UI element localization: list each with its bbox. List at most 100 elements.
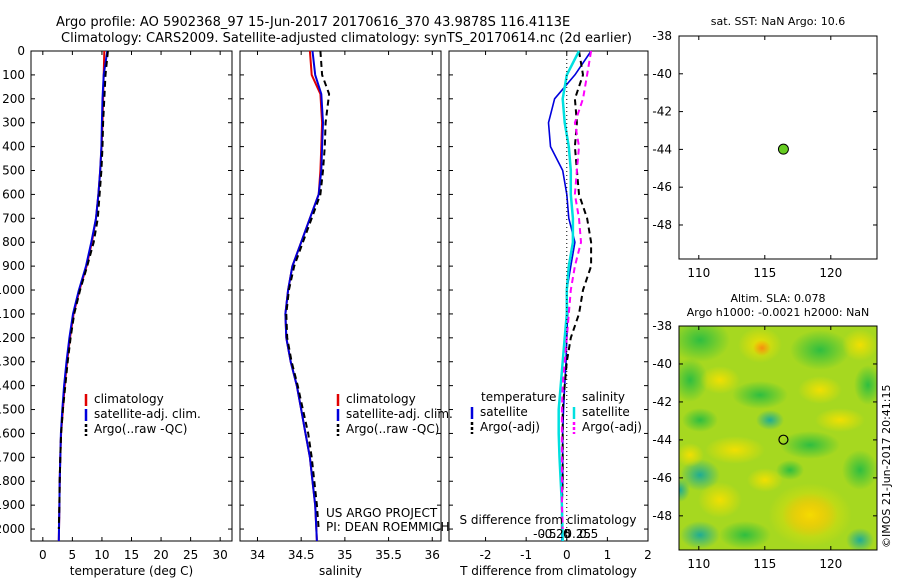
depth-tick-label: 400 [2, 140, 25, 154]
temperature-panel: 0100200300400500600700800900100011001200… [0, 44, 233, 578]
legend-title-temperature: temperature [481, 390, 556, 404]
x-tick-label: 30 [213, 548, 228, 562]
depth-tick-label: 1600 [0, 426, 25, 440]
map-title: sat. SST: NaN Argo: 10.6 [711, 15, 845, 28]
plot-frame [678, 35, 878, 260]
heatmap-blob [815, 408, 865, 432]
depth-tick-label: 600 [2, 187, 25, 201]
x-tick-label: 110 [687, 557, 710, 571]
heatmap-blob [798, 376, 842, 404]
x-tick-label: 1 [604, 548, 612, 562]
depth-tick-label: 800 [2, 235, 25, 249]
legend-label: Argo(..raw -QC) [346, 422, 439, 436]
series-line [57, 50, 106, 542]
legend-label: Argo(-adj) [582, 420, 642, 434]
depth-tick-label: 300 [2, 116, 25, 130]
series-line [285, 50, 331, 530]
depth-tick-label: 1400 [0, 379, 25, 393]
x-tick-label: 34 [250, 548, 265, 562]
heatmap-blob [732, 381, 788, 409]
sla-map-panel: 110 115 120 -38 -40 -42 -44 -46 -48 Altim. SLA: 0… [652, 292, 878, 571]
x-tick-label: 0 [563, 548, 571, 562]
plot-frame [239, 50, 442, 542]
heatmap-blob [719, 521, 771, 549]
x-tick-label: 25 [183, 548, 198, 562]
depth-tick-label: 200 [2, 92, 25, 106]
x-tick-label: 36 [425, 548, 440, 562]
map-title-line-1: Altim. SLA: 0.078 [730, 292, 825, 305]
depth-tick-label: 1200 [0, 331, 25, 345]
x-tick-label: 115 [753, 557, 776, 571]
y-tick-label: -44 [652, 433, 672, 447]
heatmap-blob [679, 358, 708, 402]
x-tick-label: 120 [819, 266, 842, 280]
heatmap-blob [854, 365, 877, 405]
x-tick-label: 5 [69, 548, 77, 562]
series-line [57, 50, 109, 542]
imos-stamp: ©IMOS 21-Jun-2017 20:41:15 [880, 384, 893, 548]
depth-tick-label: 1700 [0, 450, 25, 464]
heatmap-blob [705, 436, 765, 464]
x-tick-label: 115 [753, 266, 776, 280]
x-tick-label: 10 [94, 548, 109, 562]
plot-frame [448, 50, 649, 542]
depth-tick-label: 900 [2, 259, 25, 273]
header-line-2: Climatology: CARS2009. Satellite-adjuste… [61, 31, 632, 46]
legend-label: Argo(-adj) [480, 420, 540, 434]
x-tick-label: 35.5 [375, 548, 402, 562]
difference-panel: -2 -1 0 1 2 T difference from climatology -0.5… [448, 50, 652, 578]
heatmap-blob [700, 366, 740, 394]
heatmap-blob [679, 478, 690, 502]
legend-label: satellite [480, 405, 528, 419]
series-line [547, 50, 592, 541]
x-tick-label: -1 [520, 548, 532, 562]
heatmap-field [679, 326, 877, 550]
x-tick-label: -2 [480, 548, 492, 562]
legend-title-salinity: salinity [582, 390, 625, 404]
x-axis-label: T difference from climatology [459, 564, 637, 578]
x-tick-label: 15 [124, 548, 139, 562]
depth-tick-label: 500 [2, 164, 25, 178]
top-x-tick-label: -0.25 [540, 527, 571, 541]
legend-label: climatology [94, 392, 164, 406]
heatmap-blob [682, 408, 718, 432]
map-title-line-2: Argo h1000: -0.0021 h2000: NaN [687, 306, 870, 319]
top-x-tick-label: 0 [563, 527, 571, 541]
depth-tick-label: 1800 [0, 474, 25, 488]
salinity-panel: 34 34.5 35 35.5 36 salinity climatologysatelli… [239, 50, 453, 578]
heatmap-blob [756, 410, 784, 430]
series-line [557, 50, 581, 542]
legend-label: satellite-adj. clim. [94, 407, 201, 421]
depth-tick-label: 700 [2, 211, 25, 225]
heatmap-blob [768, 483, 852, 547]
x-tick-label: 120 [819, 557, 842, 571]
annotation-project: US ARGO PROJECT [326, 506, 438, 520]
y-tick-label: -46 [652, 471, 672, 485]
heatmap-blob [680, 521, 720, 549]
header-line-1: Argo profile: AO 5902368_97 15-Jun-2017 … [56, 15, 570, 30]
legend-label: satellite [582, 405, 630, 419]
plot-frame [678, 325, 878, 551]
x-tick-label: 110 [687, 266, 710, 280]
legend-label: climatology [346, 392, 416, 406]
heatmap-blob [679, 443, 704, 467]
legend-label: satellite-adj. clim. [346, 407, 453, 421]
depth-tick-label: 100 [2, 68, 25, 82]
heatmap-blob [776, 460, 804, 480]
x-tick-label: 2 [644, 548, 652, 562]
top-x-tick-label: 0.25 [564, 527, 591, 541]
heatmap-blob [698, 482, 742, 518]
heatmap-blob [846, 528, 874, 550]
x-tick-label: 20 [153, 548, 168, 562]
series-line [284, 50, 324, 542]
heatmap-blob [842, 329, 877, 361]
sst-map-panel: 110 115 120 -38 -40 -42 -44 -46 -48 sat. SST: NaN… [652, 15, 878, 280]
y-tick-label: -48 [652, 218, 672, 232]
depth-tick-label: 1100 [0, 307, 25, 321]
heatmap-blob [780, 431, 840, 459]
depth-tick-label: 1000 [0, 283, 25, 297]
heatmap-blob [753, 340, 771, 356]
depth-tick-label: 2000 [0, 522, 25, 536]
y-tick-label: -42 [652, 395, 672, 409]
series-line [284, 50, 324, 542]
